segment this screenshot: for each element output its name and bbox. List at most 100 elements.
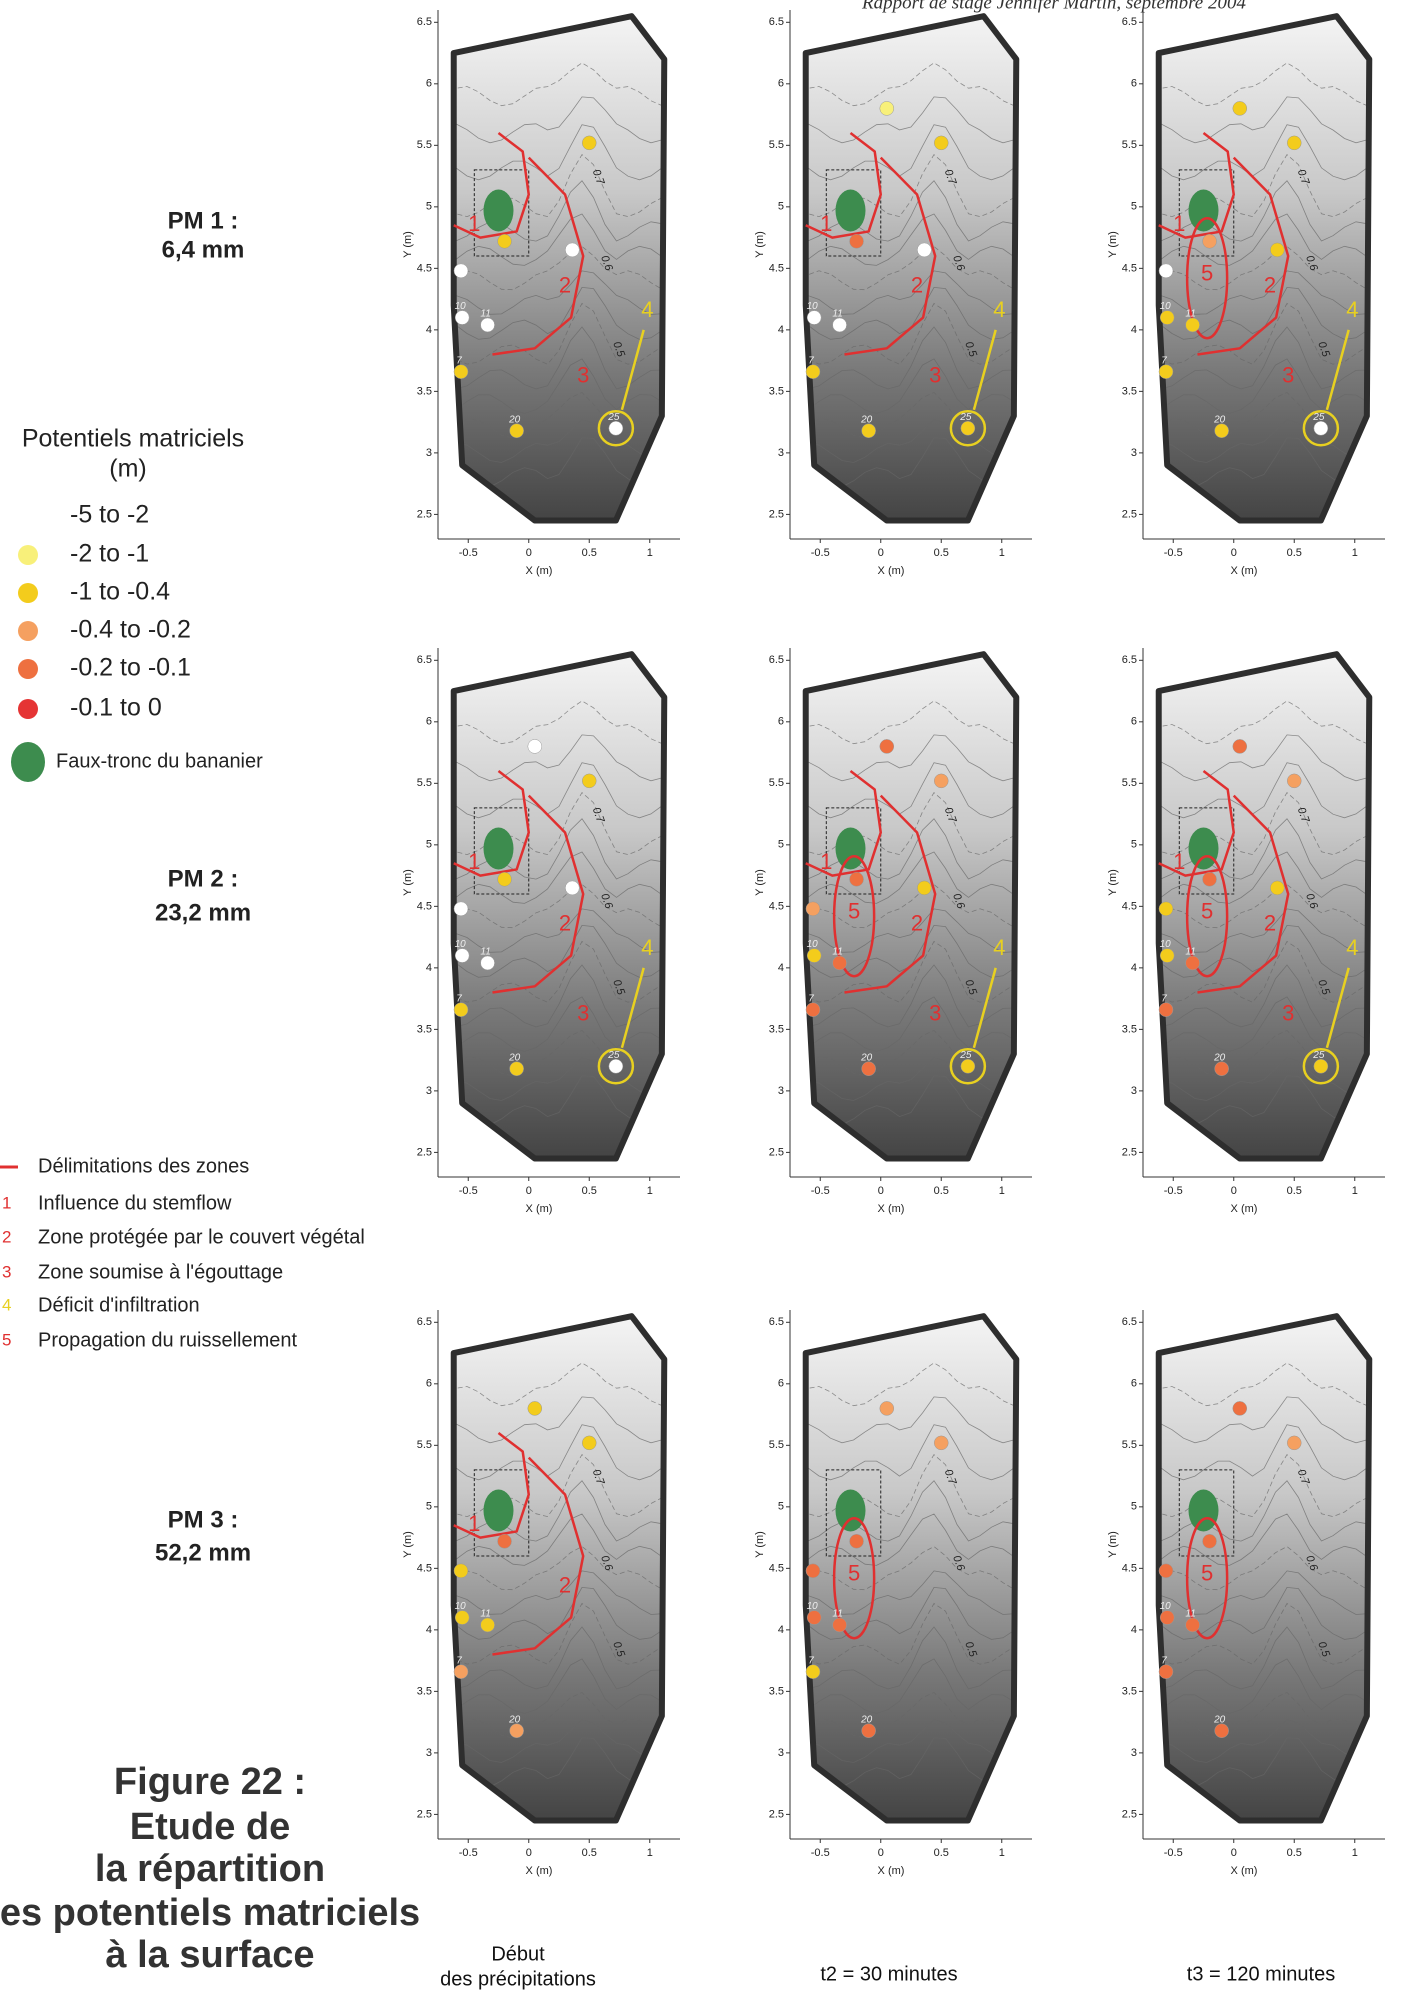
zone-arrow — [620, 967, 645, 1049]
sensor-dot — [1232, 1401, 1248, 1416]
trunk-box — [825, 1469, 882, 1557]
sensor-dot — [1287, 773, 1302, 789]
zone-boundary — [844, 794, 937, 994]
contour-line — [805, 1362, 1017, 1407]
y-tick-label: 3 — [1131, 447, 1137, 459]
contour-label: 0.5 — [1315, 1640, 1332, 1659]
sensor-dot — [1287, 135, 1302, 151]
y-tick-label: 3 — [426, 1085, 432, 1097]
contours — [805, 1362, 1017, 1788]
zone-number: 5 — [1201, 260, 1213, 285]
contour-line — [1158, 1586, 1370, 1640]
contour-label: 0.5 — [610, 340, 627, 359]
map-panel: 2.5 3 3.5 4 4.5 5 5.5 6 6.5 -0.5 0 0.5 1 X (m) Y (m) 0.… — [1107, 1310, 1385, 1877]
contour-line — [805, 96, 1017, 144]
row-rain: 52,2 mm — [155, 1539, 251, 1566]
sensor-dot — [480, 1617, 495, 1633]
zone-number: 4 — [641, 297, 653, 322]
contour-line — [805, 62, 1017, 107]
contour-line — [1158, 326, 1370, 390]
contour-line — [805, 996, 1017, 1052]
sensor-label: 25 — [1312, 1050, 1325, 1061]
sensor-label: 10 — [455, 1601, 467, 1612]
contour-line — [805, 1626, 1017, 1690]
sensor-label: 11 — [832, 1609, 842, 1620]
y-tick-label: 6 — [778, 78, 784, 90]
contour-line — [453, 1692, 665, 1739]
sensor-dot — [1270, 242, 1285, 258]
row-label: PM 3 : — [168, 1506, 239, 1533]
map-fill — [453, 1316, 665, 1821]
contour-line — [1158, 851, 1370, 904]
y-tick-label: 5.5 — [1122, 777, 1137, 789]
x-axis-label: X (m) — [1231, 1865, 1258, 1877]
y-tick-label: 6 — [426, 1378, 432, 1390]
zone-ellipse — [832, 1516, 876, 1640]
y-axis-label: Y (m) — [402, 869, 414, 896]
zone-number: 1 — [468, 849, 480, 874]
sensor-dot — [832, 955, 847, 971]
map-fill — [453, 654, 665, 1159]
sensor-label: 7 — [1161, 1655, 1167, 1666]
map-fill — [1158, 1316, 1370, 1821]
contour-label: 0.5 — [610, 1640, 627, 1659]
map-border — [1155, 651, 1373, 1162]
contour-line — [805, 851, 1017, 904]
sensor-dot — [453, 1664, 469, 1679]
trunk — [1188, 189, 1219, 232]
trunk — [1188, 1489, 1219, 1532]
contour-label: 0.7 — [590, 806, 607, 825]
sensor-dot — [565, 880, 580, 896]
sensor-label: 10 — [1160, 1601, 1172, 1612]
sensor-dot — [1185, 955, 1200, 971]
sensor-dot — [1214, 1061, 1229, 1076]
sensor-dot — [480, 317, 495, 333]
sensor-dot — [934, 1435, 949, 1451]
zone-number: 4 — [993, 297, 1005, 322]
y-tick-label: 3.5 — [1122, 385, 1137, 397]
sensor-dot — [879, 101, 895, 116]
contour-line — [453, 62, 665, 107]
x-tick-label: 0.5 — [934, 1847, 949, 1859]
contour-line — [805, 1658, 1017, 1714]
sensor-label: 10 — [807, 1601, 819, 1612]
legend-dot — [18, 659, 38, 679]
x-tick-label: 0.5 — [582, 547, 597, 559]
contour-line — [1158, 358, 1370, 414]
trunk-box — [825, 169, 882, 257]
contour-line — [805, 1570, 1017, 1615]
y-axis-label: Y (m) — [754, 869, 766, 896]
y-tick-label: 4 — [1131, 962, 1137, 974]
map-panel: 2.5 3 3.5 4 4.5 5 5.5 6 6.5 -0.5 0 0.5 1 X (m) Y (m) 0.… — [402, 1310, 680, 1877]
contour-line — [1158, 1362, 1370, 1407]
map-panel: 2.5 3 3.5 4 4.5 5 5.5 6 6.5 -0.5 0 0.5 1 X (m) Y (m) 0.… — [754, 648, 1032, 1215]
x-tick-label: 0.5 — [1287, 547, 1302, 559]
sensor-dot — [480, 955, 495, 971]
contour-line — [1158, 419, 1370, 463]
x-axis-label: X (m) — [878, 565, 905, 577]
contour-line — [1158, 1692, 1370, 1739]
column-label: Début — [491, 1943, 545, 1965]
sensor-label: 10 — [807, 301, 819, 312]
sensor-dot — [806, 1610, 822, 1625]
y-tick-label: 3.5 — [769, 1023, 784, 1035]
zone-number: 5 — [848, 898, 860, 923]
y-tick-label: 2.5 — [769, 508, 784, 520]
caption-line: la répartition — [95, 1848, 325, 1890]
y-tick-label: 5.5 — [769, 1439, 784, 1451]
trunk — [835, 189, 866, 232]
contour-label: 0.7 — [942, 806, 959, 825]
y-tick-label: 6.5 — [769, 654, 784, 666]
sensor-label: 10 — [1160, 301, 1172, 312]
contour-line — [453, 326, 665, 390]
sensor-label: 25 — [607, 412, 620, 423]
zone-circle — [949, 410, 987, 447]
zone-number: 2 — [911, 273, 923, 298]
zone-boundary — [844, 156, 937, 356]
contour-line — [1158, 1480, 1370, 1542]
sensor-dot — [527, 1401, 543, 1416]
sensor-dot — [1202, 234, 1217, 249]
contour-line — [805, 700, 1017, 745]
contour-line — [1158, 270, 1370, 315]
